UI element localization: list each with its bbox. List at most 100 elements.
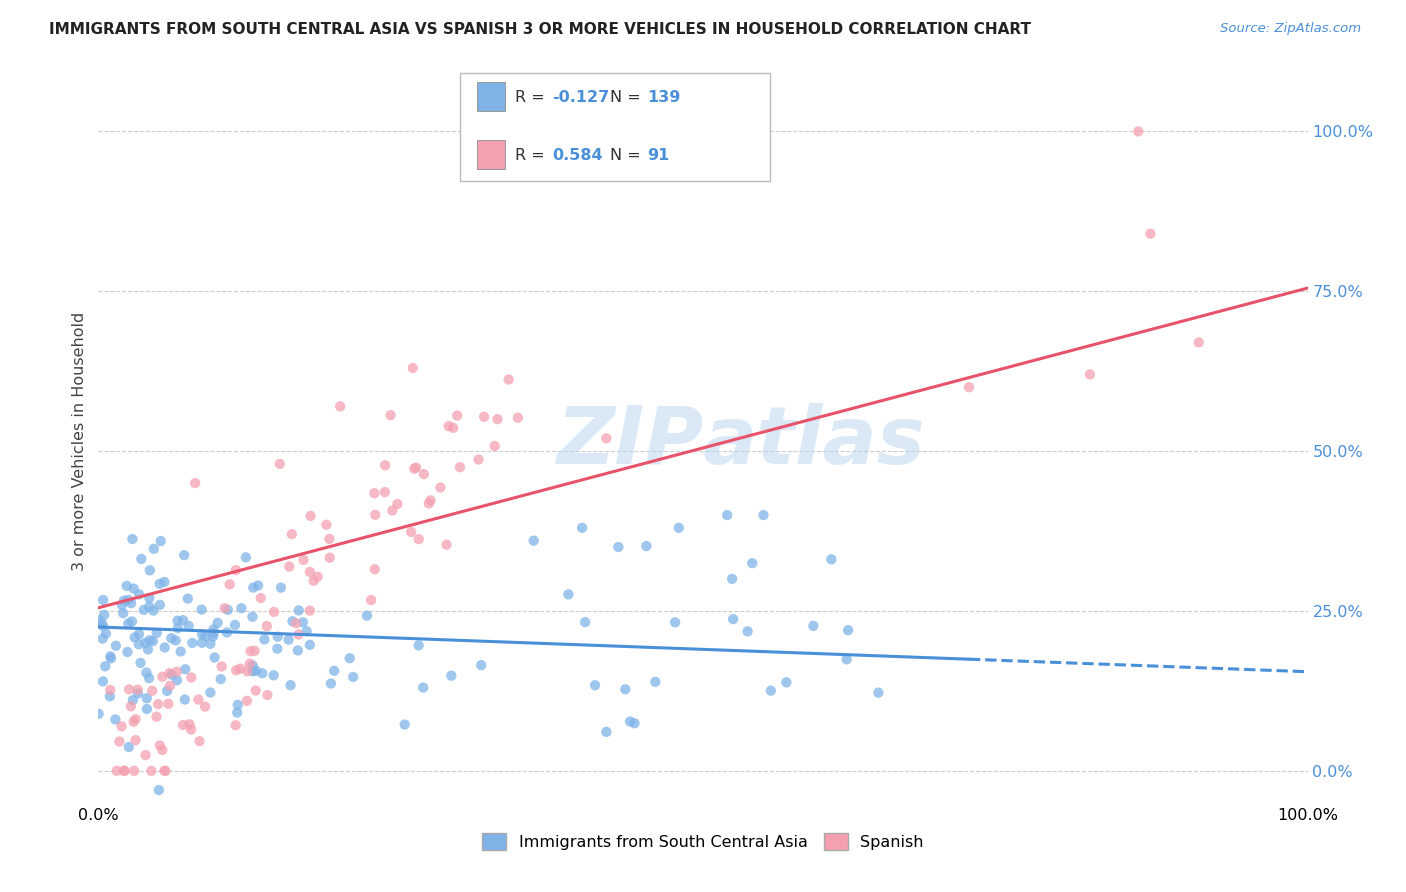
Point xyxy=(1188,335,1211,350)
Point xyxy=(263,605,285,619)
Point xyxy=(209,672,232,686)
Point xyxy=(180,671,202,685)
Point xyxy=(152,670,174,684)
Point xyxy=(191,627,214,641)
Point xyxy=(231,601,253,615)
Point xyxy=(188,734,211,748)
Point xyxy=(100,651,122,665)
Point xyxy=(157,697,180,711)
Point xyxy=(278,559,301,574)
Point xyxy=(571,521,593,535)
Point xyxy=(132,603,155,617)
Point xyxy=(224,618,246,632)
Point xyxy=(470,658,492,673)
Point xyxy=(121,615,143,629)
Point xyxy=(315,517,337,532)
Point xyxy=(166,673,188,688)
Point xyxy=(214,601,236,615)
Point xyxy=(1139,227,1161,241)
Point xyxy=(380,408,402,422)
Point xyxy=(160,667,183,681)
Point xyxy=(194,699,217,714)
Point xyxy=(721,572,744,586)
Point xyxy=(408,532,430,546)
Y-axis label: 3 or more Vehicles in Household: 3 or more Vehicles in Household xyxy=(72,312,87,571)
Point xyxy=(408,638,430,652)
Point xyxy=(138,671,160,685)
Point xyxy=(149,739,172,753)
Point xyxy=(166,621,188,635)
Point xyxy=(441,421,464,435)
Text: 139: 139 xyxy=(647,90,681,105)
Point xyxy=(142,541,165,556)
Point xyxy=(184,476,207,491)
Point xyxy=(104,639,127,653)
Point xyxy=(173,692,195,706)
Point xyxy=(105,764,128,778)
Point xyxy=(135,691,157,706)
Point xyxy=(837,623,859,637)
Point xyxy=(120,596,142,610)
Point xyxy=(122,764,145,778)
Point xyxy=(437,419,460,434)
Text: R =: R = xyxy=(515,90,550,105)
Text: R =: R = xyxy=(515,148,550,163)
Point xyxy=(149,576,172,591)
Point xyxy=(118,682,141,697)
Point xyxy=(374,485,396,500)
Point xyxy=(298,565,321,579)
Point xyxy=(436,538,458,552)
Point xyxy=(381,503,404,517)
Point xyxy=(159,679,181,693)
Point xyxy=(139,563,162,577)
Point xyxy=(181,636,204,650)
Point xyxy=(166,614,188,628)
Point xyxy=(759,683,782,698)
Point xyxy=(269,457,291,471)
Point xyxy=(1128,124,1150,138)
Point xyxy=(404,461,426,475)
Point xyxy=(142,604,165,618)
Point xyxy=(402,361,425,376)
Point xyxy=(122,714,145,729)
Point xyxy=(394,717,416,731)
Point xyxy=(91,593,114,607)
Point xyxy=(180,723,202,737)
Point xyxy=(202,630,225,644)
Point xyxy=(225,718,247,732)
Point xyxy=(364,508,387,522)
Point xyxy=(253,632,276,647)
Point xyxy=(252,666,274,681)
Point xyxy=(135,702,157,716)
Point xyxy=(775,675,797,690)
Point xyxy=(236,665,259,679)
Point xyxy=(112,593,135,607)
Point xyxy=(225,563,247,577)
Point xyxy=(623,716,645,731)
Point xyxy=(138,633,160,648)
Point xyxy=(117,645,139,659)
Point xyxy=(121,532,143,546)
Point xyxy=(557,587,579,601)
Point xyxy=(172,718,194,732)
Point xyxy=(247,578,270,592)
Point xyxy=(149,598,172,612)
Point xyxy=(134,636,156,650)
Point xyxy=(446,409,468,423)
Point xyxy=(614,682,637,697)
Point xyxy=(177,591,200,606)
Point xyxy=(90,616,112,631)
Point xyxy=(169,644,191,658)
Point xyxy=(156,684,179,698)
Point xyxy=(112,606,135,620)
Point xyxy=(173,548,195,562)
Point xyxy=(868,686,890,700)
Text: -0.127: -0.127 xyxy=(553,90,610,105)
Point xyxy=(412,467,434,482)
Point xyxy=(207,615,229,630)
Point xyxy=(412,681,434,695)
Point xyxy=(128,587,150,601)
Point xyxy=(155,764,177,778)
Legend: Immigrants from South Central Asia, Spanish: Immigrants from South Central Asia, Span… xyxy=(475,827,931,856)
Point xyxy=(360,593,382,607)
